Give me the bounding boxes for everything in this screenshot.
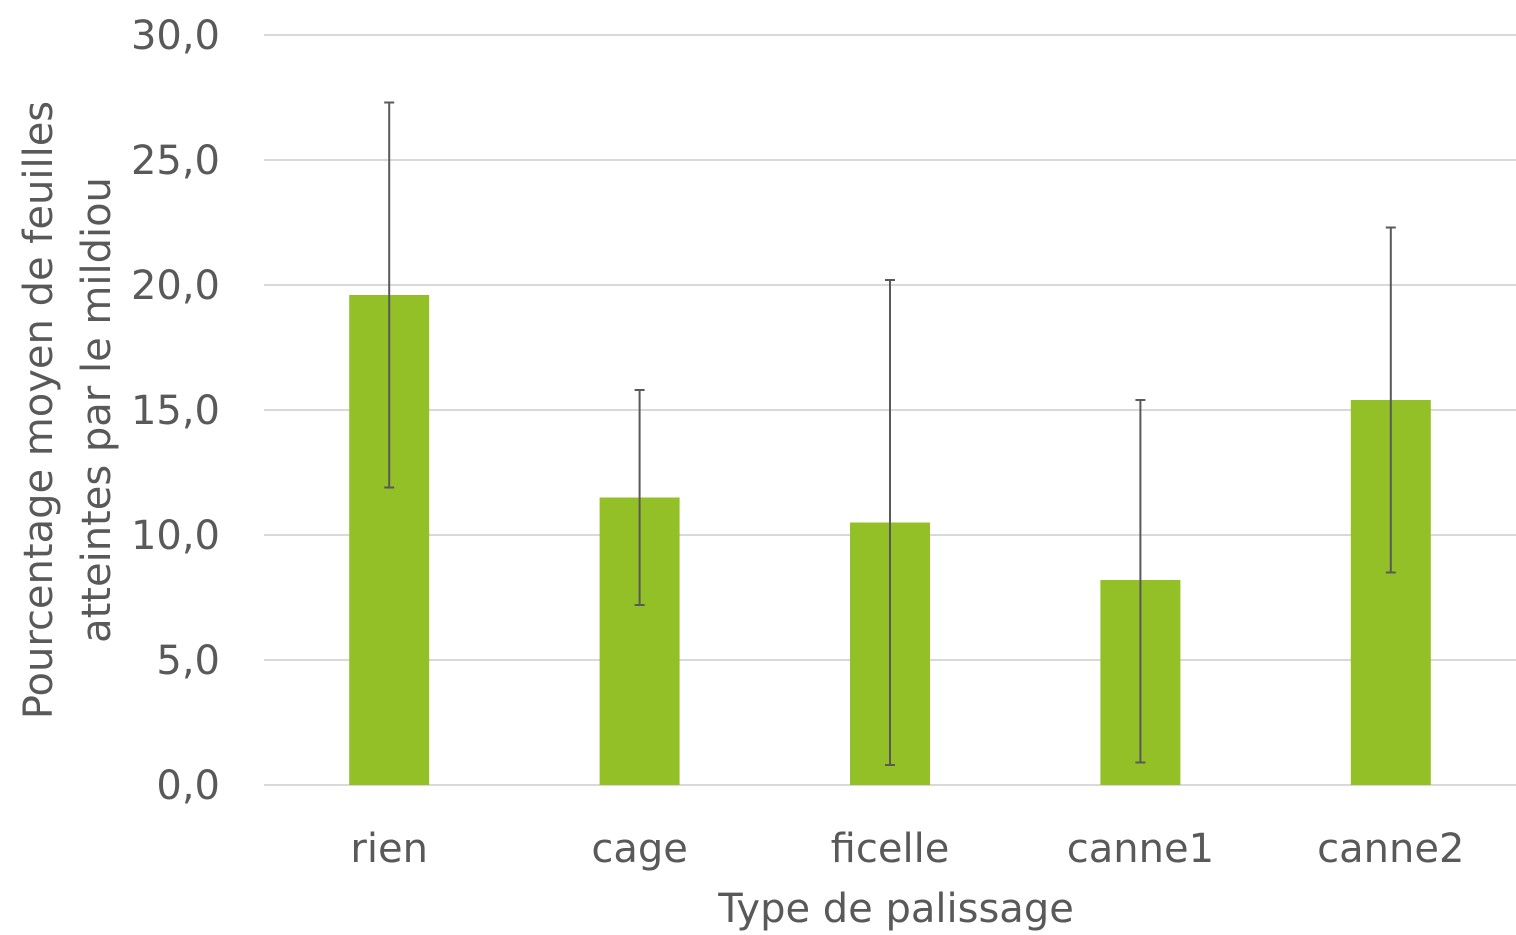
y-axis-title-line1: Pourcentage moyen de feuilles: [16, 101, 62, 719]
x-category-label: ficelle: [831, 826, 950, 872]
y-tick-label: 5,0: [156, 638, 220, 684]
x-category-label: rien: [350, 826, 428, 872]
y-axis-title: Pourcentage moyen de feuilles atteintes …: [16, 101, 120, 719]
y-tick-label: 20,0: [131, 263, 220, 309]
y-tick-label: 0,0: [156, 763, 220, 809]
x-category-label: canne2: [1317, 826, 1464, 872]
error-bar-canne1: [1135, 399, 1146, 764]
error-bar-rien: [384, 101, 395, 489]
error-bar-canne2: [1385, 226, 1396, 574]
y-tick-label: 15,0: [131, 388, 220, 434]
x-category-label: cage: [591, 826, 688, 872]
x-category-label: canne1: [1067, 826, 1214, 872]
error-bar-ficelle: [885, 279, 895, 766]
y-tick-label: 10,0: [131, 513, 220, 559]
x-axis-title: Type de palissage: [717, 886, 1074, 932]
error-bars: [384, 101, 1396, 766]
error-bar-cage: [634, 389, 645, 606]
x-axis-categories: rien cage ficelle canne1 canne2: [350, 826, 1464, 872]
y-tick-label: 25,0: [131, 138, 220, 184]
y-axis-title-line2: atteintes par le mildiou: [74, 177, 120, 643]
y-axis-ticks: 0,0 5,0 10,0 15,0 20,0 25,0 30,0: [131, 13, 220, 809]
y-tick-label: 30,0: [131, 13, 220, 59]
